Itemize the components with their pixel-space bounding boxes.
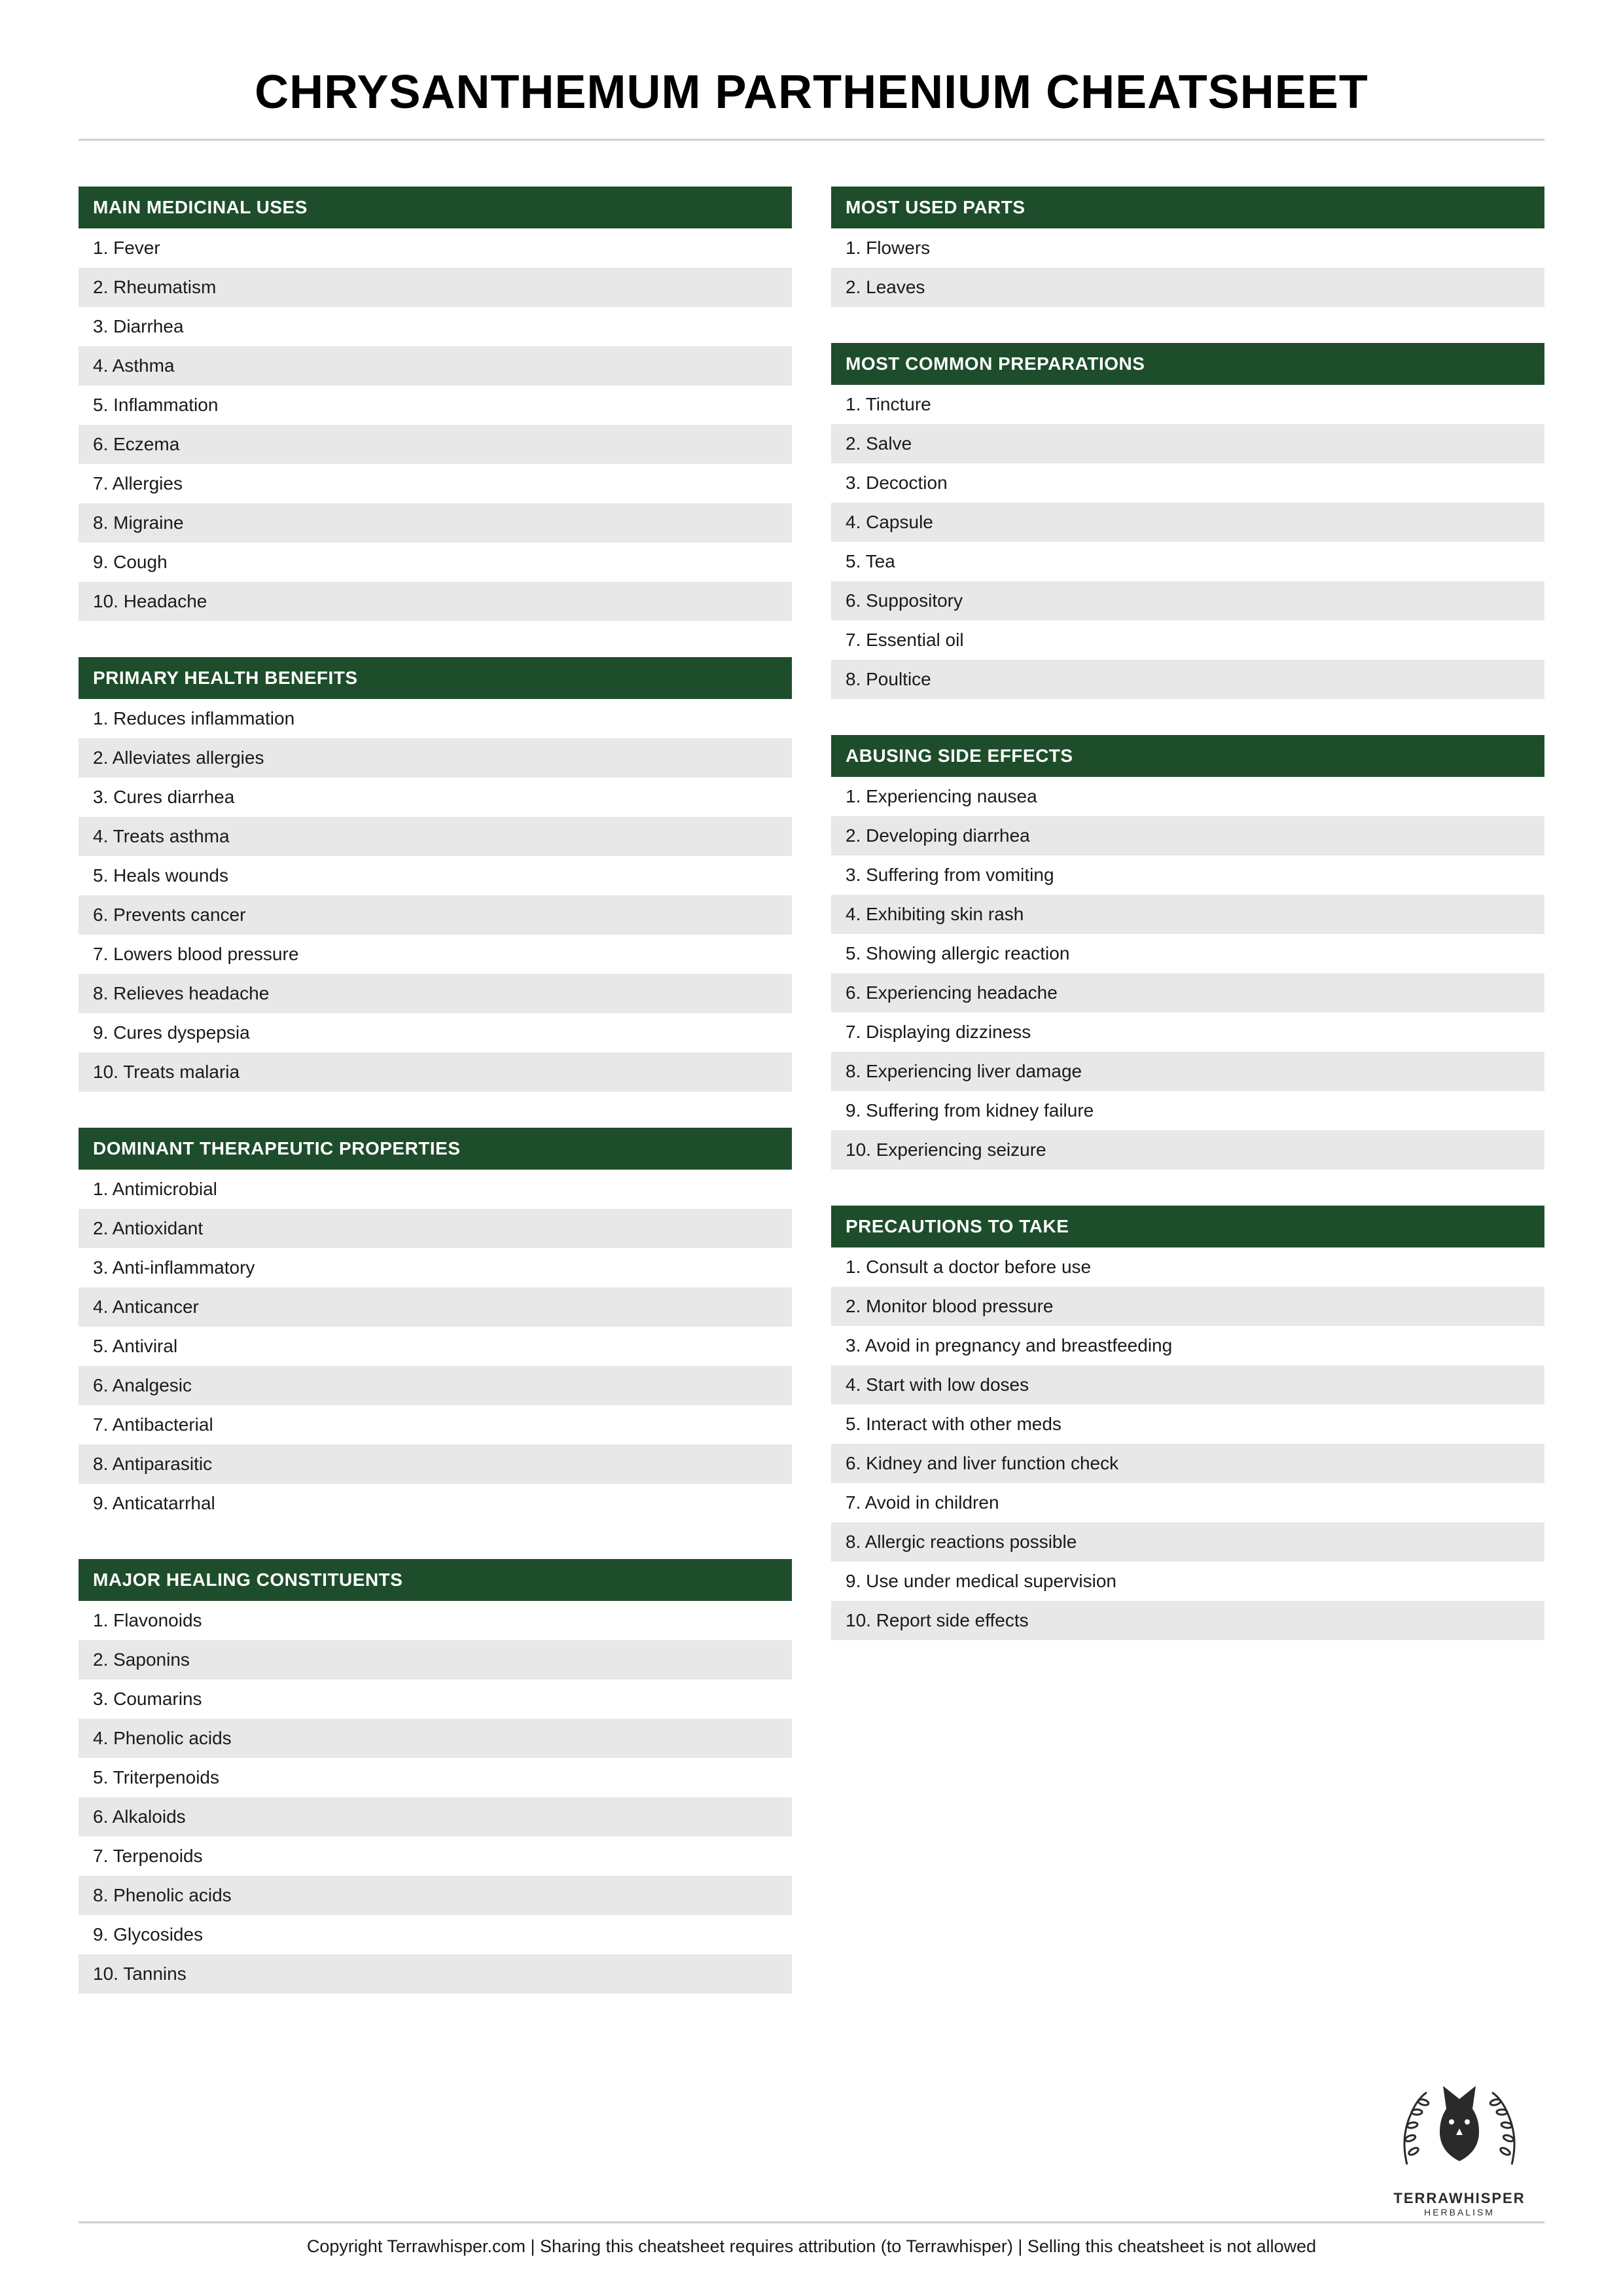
- logo-subtitle: HERBALISM: [1374, 2207, 1544, 2217]
- list-item: 2. Developing diarrhea: [831, 816, 1544, 855]
- list-item: 5. Showing allergic reaction: [831, 934, 1544, 973]
- list-item: 7. Allergies: [79, 464, 792, 503]
- list-item: 1. Flowers: [831, 228, 1544, 268]
- list-item: 8. Experiencing liver damage: [831, 1052, 1544, 1091]
- list-item: 1. Antimicrobial: [79, 1170, 792, 1209]
- list-item: 5. Tea: [831, 542, 1544, 581]
- list-item: 8. Migraine: [79, 503, 792, 543]
- list-item: 5. Inflammation: [79, 386, 792, 425]
- list-item: 9. Suffering from kidney failure: [831, 1091, 1544, 1130]
- footer-area: TERRAWHISPER HERBALISM Copyright Terrawh…: [79, 2221, 1544, 2257]
- list-item: 10. Tannins: [79, 1954, 792, 1994]
- title-divider: [79, 139, 1544, 141]
- section-header: MOST USED PARTS: [831, 187, 1544, 228]
- section-header: PRIMARY HEALTH BENEFITS: [79, 657, 792, 699]
- list-item: 6. Suppository: [831, 581, 1544, 620]
- list-item: 9. Glycosides: [79, 1915, 792, 1954]
- list-item: 10. Treats malaria: [79, 1052, 792, 1092]
- section: MOST USED PARTS1. Flowers2. Leaves: [831, 187, 1544, 307]
- list-item: 1. Flavonoids: [79, 1601, 792, 1640]
- list-item: 3. Decoction: [831, 463, 1544, 503]
- section: ABUSING SIDE EFFECTS1. Experiencing naus…: [831, 735, 1544, 1170]
- list-item: 6. Alkaloids: [79, 1797, 792, 1837]
- section-header: MAJOR HEALING CONSTITUENTS: [79, 1559, 792, 1601]
- list-item: 2. Saponins: [79, 1640, 792, 1679]
- brand-logo: TERRAWHISPER HERBALISM: [1374, 2073, 1544, 2217]
- list-item: 4. Asthma: [79, 346, 792, 386]
- list-item: 5. Interact with other meds: [831, 1405, 1544, 1444]
- list-item: 7. Essential oil: [831, 620, 1544, 660]
- list-item: 6. Eczema: [79, 425, 792, 464]
- section: MAJOR HEALING CONSTITUENTS1. Flavonoids2…: [79, 1559, 792, 1994]
- list-item: 6. Prevents cancer: [79, 895, 792, 935]
- list-item: 10. Report side effects: [831, 1601, 1544, 1640]
- list-item: 6. Experiencing headache: [831, 973, 1544, 1013]
- list-item: 10. Headache: [79, 582, 792, 621]
- left-column: MAIN MEDICINAL USES1. Fever2. Rheumatism…: [79, 187, 792, 2221]
- list-item: 3. Coumarins: [79, 1679, 792, 1719]
- section: MAIN MEDICINAL USES1. Fever2. Rheumatism…: [79, 187, 792, 621]
- list-item: 7. Avoid in children: [831, 1483, 1544, 1522]
- list-item: 3. Suffering from vomiting: [831, 855, 1544, 895]
- footer-copyright: Copyright Terrawhisper.com | Sharing thi…: [79, 2236, 1544, 2257]
- page-title: CHRYSANTHEMUM PARTHENIUM CHEATSHEET: [79, 65, 1544, 119]
- list-item: 2. Antioxidant: [79, 1209, 792, 1248]
- list-item: 5. Triterpenoids: [79, 1758, 792, 1797]
- list-item: 4. Exhibiting skin rash: [831, 895, 1544, 934]
- list-item: 7. Lowers blood pressure: [79, 935, 792, 974]
- list-item: 3. Cures diarrhea: [79, 778, 792, 817]
- list-item: 8. Phenolic acids: [79, 1876, 792, 1915]
- section: DOMINANT THERAPEUTIC PROPERTIES1. Antimi…: [79, 1128, 792, 1523]
- list-item: 1. Reduces inflammation: [79, 699, 792, 738]
- list-item: 4. Start with low doses: [831, 1365, 1544, 1405]
- list-item: 1. Consult a doctor before use: [831, 1247, 1544, 1287]
- section-header: MAIN MEDICINAL USES: [79, 187, 792, 228]
- list-item: 2. Leaves: [831, 268, 1544, 307]
- list-item: 4. Capsule: [831, 503, 1544, 542]
- list-item: 4. Anticancer: [79, 1287, 792, 1327]
- list-item: 3. Avoid in pregnancy and breastfeeding: [831, 1326, 1544, 1365]
- logo-name: TERRAWHISPER: [1374, 2190, 1544, 2207]
- list-item: 8. Poultice: [831, 660, 1544, 699]
- list-item: 2. Monitor blood pressure: [831, 1287, 1544, 1326]
- list-item: 3. Anti-inflammatory: [79, 1248, 792, 1287]
- list-item: 9. Cough: [79, 543, 792, 582]
- list-item: 7. Terpenoids: [79, 1837, 792, 1876]
- list-item: 5. Heals wounds: [79, 856, 792, 895]
- section-header: PRECAUTIONS TO TAKE: [831, 1206, 1544, 1247]
- list-item: 1. Experiencing nausea: [831, 777, 1544, 816]
- list-item: 1. Tincture: [831, 385, 1544, 424]
- list-item: 1. Fever: [79, 228, 792, 268]
- list-item: 8. Relieves headache: [79, 974, 792, 1013]
- right-column: MOST USED PARTS1. Flowers2. Leaves MOST C…: [831, 187, 1544, 2221]
- section-header: DOMINANT THERAPEUTIC PROPERTIES: [79, 1128, 792, 1170]
- list-item: 9. Use under medical supervision: [831, 1562, 1544, 1601]
- list-item: 6. Kidney and liver function check: [831, 1444, 1544, 1483]
- list-item: 10. Experiencing seizure: [831, 1130, 1544, 1170]
- section: PRIMARY HEALTH BENEFITS1. Reduces inflam…: [79, 657, 792, 1092]
- list-item: 9. Anticatarrhal: [79, 1484, 792, 1523]
- footer-divider: [79, 2221, 1544, 2223]
- section-header: ABUSING SIDE EFFECTS: [831, 735, 1544, 777]
- list-item: 6. Analgesic: [79, 1366, 792, 1405]
- list-item: 7. Displaying dizziness: [831, 1013, 1544, 1052]
- list-item: 5. Antiviral: [79, 1327, 792, 1366]
- list-item: 3. Diarrhea: [79, 307, 792, 346]
- section-header: MOST COMMON PREPARATIONS: [831, 343, 1544, 385]
- list-item: 7. Antibacterial: [79, 1405, 792, 1444]
- list-item: 4. Phenolic acids: [79, 1719, 792, 1758]
- list-item: 2. Salve: [831, 424, 1544, 463]
- list-item: 4. Treats asthma: [79, 817, 792, 856]
- list-item: 2. Alleviates allergies: [79, 738, 792, 778]
- section: MOST COMMON PREPARATIONS1. Tincture2. Sa…: [831, 343, 1544, 699]
- columns-container: MAIN MEDICINAL USES1. Fever2. Rheumatism…: [79, 187, 1544, 2221]
- list-item: 2. Rheumatism: [79, 268, 792, 307]
- fox-laurel-icon: [1387, 2073, 1531, 2184]
- list-item: 9. Cures dyspepsia: [79, 1013, 792, 1052]
- section: PRECAUTIONS TO TAKE1. Consult a doctor b…: [831, 1206, 1544, 1640]
- list-item: 8. Allergic reactions possible: [831, 1522, 1544, 1562]
- list-item: 8. Antiparasitic: [79, 1444, 792, 1484]
